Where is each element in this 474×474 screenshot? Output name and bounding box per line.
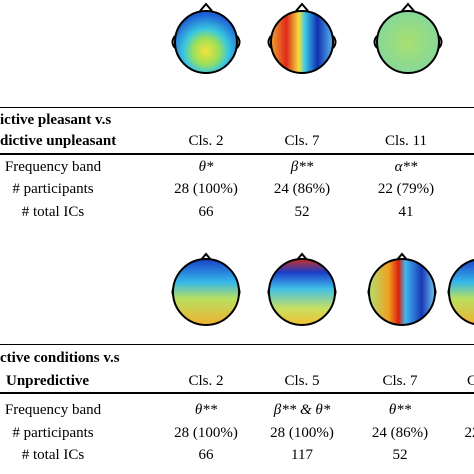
column-header: Cls. 2 xyxy=(188,133,224,149)
cell: 24 (86%) xyxy=(371,425,429,441)
column-header: Cls. 7 xyxy=(284,133,320,149)
row-label: # total ICs xyxy=(21,447,85,463)
cell: 28 (100%) xyxy=(270,425,334,441)
row-label: Frequency band xyxy=(4,159,102,175)
cell: θ* xyxy=(198,159,214,175)
row-label: # total ICs xyxy=(21,204,85,220)
cell: 24 (86%) xyxy=(273,181,331,197)
cell: 117 xyxy=(291,447,313,463)
rule xyxy=(0,107,474,108)
column-header: Cls. 7 xyxy=(382,373,418,389)
rule xyxy=(0,153,474,155)
cell: 22 (79%) xyxy=(377,181,435,197)
row-label: Frequency band xyxy=(4,402,102,418)
column-header: C xyxy=(466,373,474,389)
column-header: Cls. 2 xyxy=(188,373,224,389)
cell: 41 xyxy=(398,204,414,220)
cell: 28 (100%) xyxy=(174,181,238,197)
cell: β** & θ* xyxy=(273,402,331,418)
cell: α** xyxy=(394,159,418,175)
cell: θ** xyxy=(388,402,412,418)
row-label: # participants xyxy=(12,181,94,197)
cell: β** xyxy=(290,159,314,175)
cell: 28 (100%) xyxy=(174,425,238,441)
column-header: Cls. 11 xyxy=(385,133,427,149)
cell: 66 xyxy=(198,204,214,220)
table-title: Unpredictive xyxy=(6,373,90,389)
row-label: # participants xyxy=(12,425,94,441)
rule xyxy=(0,392,474,394)
cell: 52 xyxy=(392,447,408,463)
column-header: Cls. 5 xyxy=(284,373,320,389)
cell: 22 xyxy=(464,425,474,441)
table-title: ctive conditions v.s xyxy=(0,350,120,366)
cell: θ** xyxy=(194,402,218,418)
table-title: ictive pleasant v.s xyxy=(0,112,112,128)
rule xyxy=(0,344,474,345)
cell: 52 xyxy=(294,204,310,220)
table-title: dictive unpleasant xyxy=(0,133,117,149)
cell: 66 xyxy=(198,447,214,463)
